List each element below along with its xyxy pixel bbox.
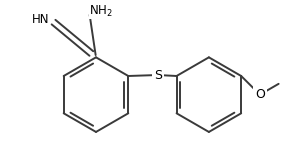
Text: NH$_2$: NH$_2$ [89, 4, 113, 19]
Text: HN: HN [32, 13, 50, 26]
Text: O: O [255, 88, 265, 101]
Text: S: S [154, 69, 162, 82]
